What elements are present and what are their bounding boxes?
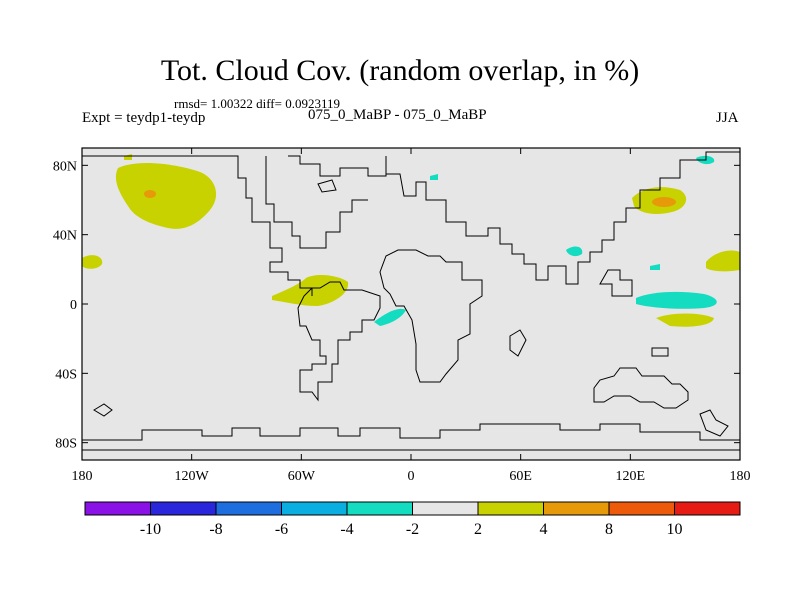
colorbar-box [150,501,217,516]
colorbar-label: 10 [667,521,683,538]
stats-label: rmsd= 1.00322 diff= 0.0923119 [174,96,340,111]
coast-north-america-east [265,156,368,249]
colorbar-box [477,501,544,516]
coast-madagascar [509,329,527,357]
colorbar-box [281,501,348,516]
x-tick-label: 60E [509,469,532,484]
coast-new-guinea [651,347,669,357]
anomaly-east-pacific [82,255,103,269]
anomaly-western-pacific-south [656,313,714,327]
colorbar-box [608,501,675,516]
experiment-label: Expt = teydp1-teydp [82,110,206,126]
x-tick-label: 60W [288,469,316,484]
coast-new-zealand [699,409,729,437]
coast-australia [593,367,689,409]
anomaly-central-pacific [706,250,740,272]
runs-label: 075_0_MaBP - 075_0_MaBP [308,107,487,123]
colorbar-box [412,501,479,516]
y-tick-label: 40N [53,229,77,244]
colorbar-label: -6 [275,521,288,538]
x-tick-label: 0 [408,469,415,484]
x-tick-label: 180 [72,469,93,484]
colorbar-box [215,501,282,516]
x-tick-label: 180 [730,469,751,484]
coast-north-america [82,155,313,296]
anomaly-northeast-asia-core [652,197,676,207]
x-tick-label: 120E [616,469,646,484]
coastlines [81,148,740,451]
colorbar-box [674,501,741,516]
colorbar-box [346,501,413,516]
y-tick-label: 40S [55,367,77,382]
y-tick-label: 0 [70,298,77,313]
coast-southeast-asia [599,269,633,297]
colorbar-label: 2 [474,521,482,538]
coast-island-2 [317,179,337,193]
coast-island-1 [93,403,113,417]
anomaly-western-pacific-equatorial [636,291,717,309]
y-tick-label: 80N [53,159,77,174]
chart-title: Tot. Cloud Cov. (random overlap, in %) [160,54,640,87]
anomaly-small-1 [430,174,438,180]
coast-eurasia [385,151,740,285]
coast-antarctica [82,423,740,441]
colorbar-label: -4 [340,521,353,538]
coast-south-america [297,281,381,402]
colorbar-box [543,501,610,516]
colorbar-label: -2 [406,521,419,538]
colorbar-label: -10 [140,521,161,538]
axis-ticks: 180 120W 60W 0 60E 120E 180 80N 40N 0 40S 80S [53,148,751,484]
colorbar-box [84,501,151,516]
colorbar-label: 8 [605,521,613,538]
x-tick-label: 120W [175,469,210,484]
colorbar: -10 -8 -6 -4 -2 2 4 8 10 [84,501,741,538]
season-label: JJA [716,110,739,126]
anomaly-small-2 [650,264,660,270]
coast-greenland [288,155,387,177]
coast-africa [379,249,483,383]
anomaly-tropical-atlantic [374,308,406,326]
anomaly-indian-ocean [566,246,583,257]
anomaly-north-pacific-core [144,190,156,198]
y-tick-label: 80S [55,437,77,452]
anomaly-north-pacific [115,163,217,229]
colorbar-label: 4 [540,521,548,538]
colorbar-label: -8 [209,521,222,538]
